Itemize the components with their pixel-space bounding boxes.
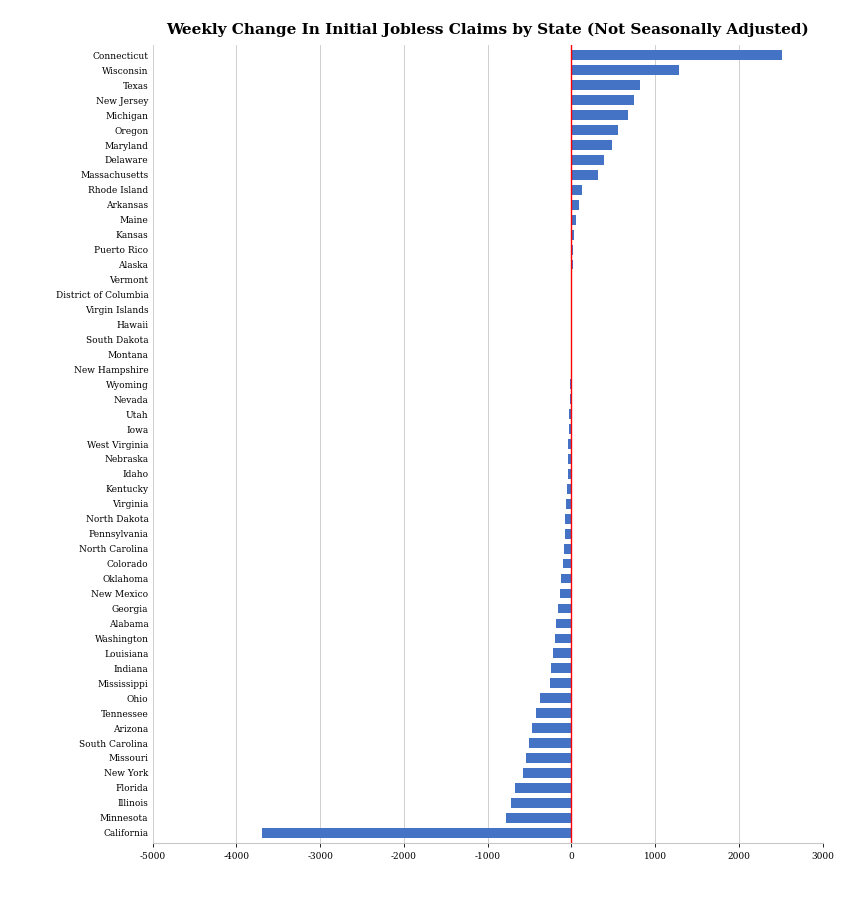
Bar (570, 395, 572, 404)
Bar (566, 499, 572, 509)
Bar (572, 110, 628, 120)
Bar (570, 379, 572, 389)
Bar (569, 409, 572, 419)
Bar (558, 604, 572, 614)
Bar (553, 649, 572, 658)
Bar (572, 200, 579, 210)
Bar (572, 170, 598, 179)
Bar (516, 783, 572, 793)
Bar (568, 440, 572, 448)
Bar (563, 559, 572, 569)
Bar (568, 454, 572, 464)
Bar (529, 738, 572, 748)
Bar (572, 215, 576, 224)
Bar (566, 484, 572, 493)
Bar (506, 813, 572, 823)
Bar (572, 126, 618, 135)
Bar (511, 798, 572, 807)
Bar (565, 529, 572, 538)
Bar (555, 633, 572, 643)
Bar (569, 424, 572, 434)
Bar (572, 245, 573, 255)
Bar (261, 828, 572, 838)
Bar (539, 693, 572, 703)
Bar (567, 469, 572, 479)
Bar (564, 544, 572, 553)
Bar (536, 709, 572, 718)
Bar (572, 185, 583, 195)
Bar (572, 65, 679, 75)
Bar (572, 50, 782, 60)
Bar (572, 230, 574, 239)
Bar (560, 588, 572, 598)
Title: Weekly Change In Initial Jobless Claims by State (Not Seasonally Adjusted): Weekly Change In Initial Jobless Claims … (166, 22, 809, 37)
Bar (572, 95, 634, 105)
Bar (566, 514, 572, 524)
Bar (532, 723, 572, 733)
Bar (556, 619, 572, 628)
Bar (526, 753, 572, 762)
Bar (572, 81, 640, 90)
Bar (522, 768, 572, 778)
Bar (572, 140, 611, 150)
Bar (550, 678, 572, 688)
Bar (561, 574, 572, 583)
Bar (572, 155, 604, 165)
Bar (551, 664, 572, 673)
